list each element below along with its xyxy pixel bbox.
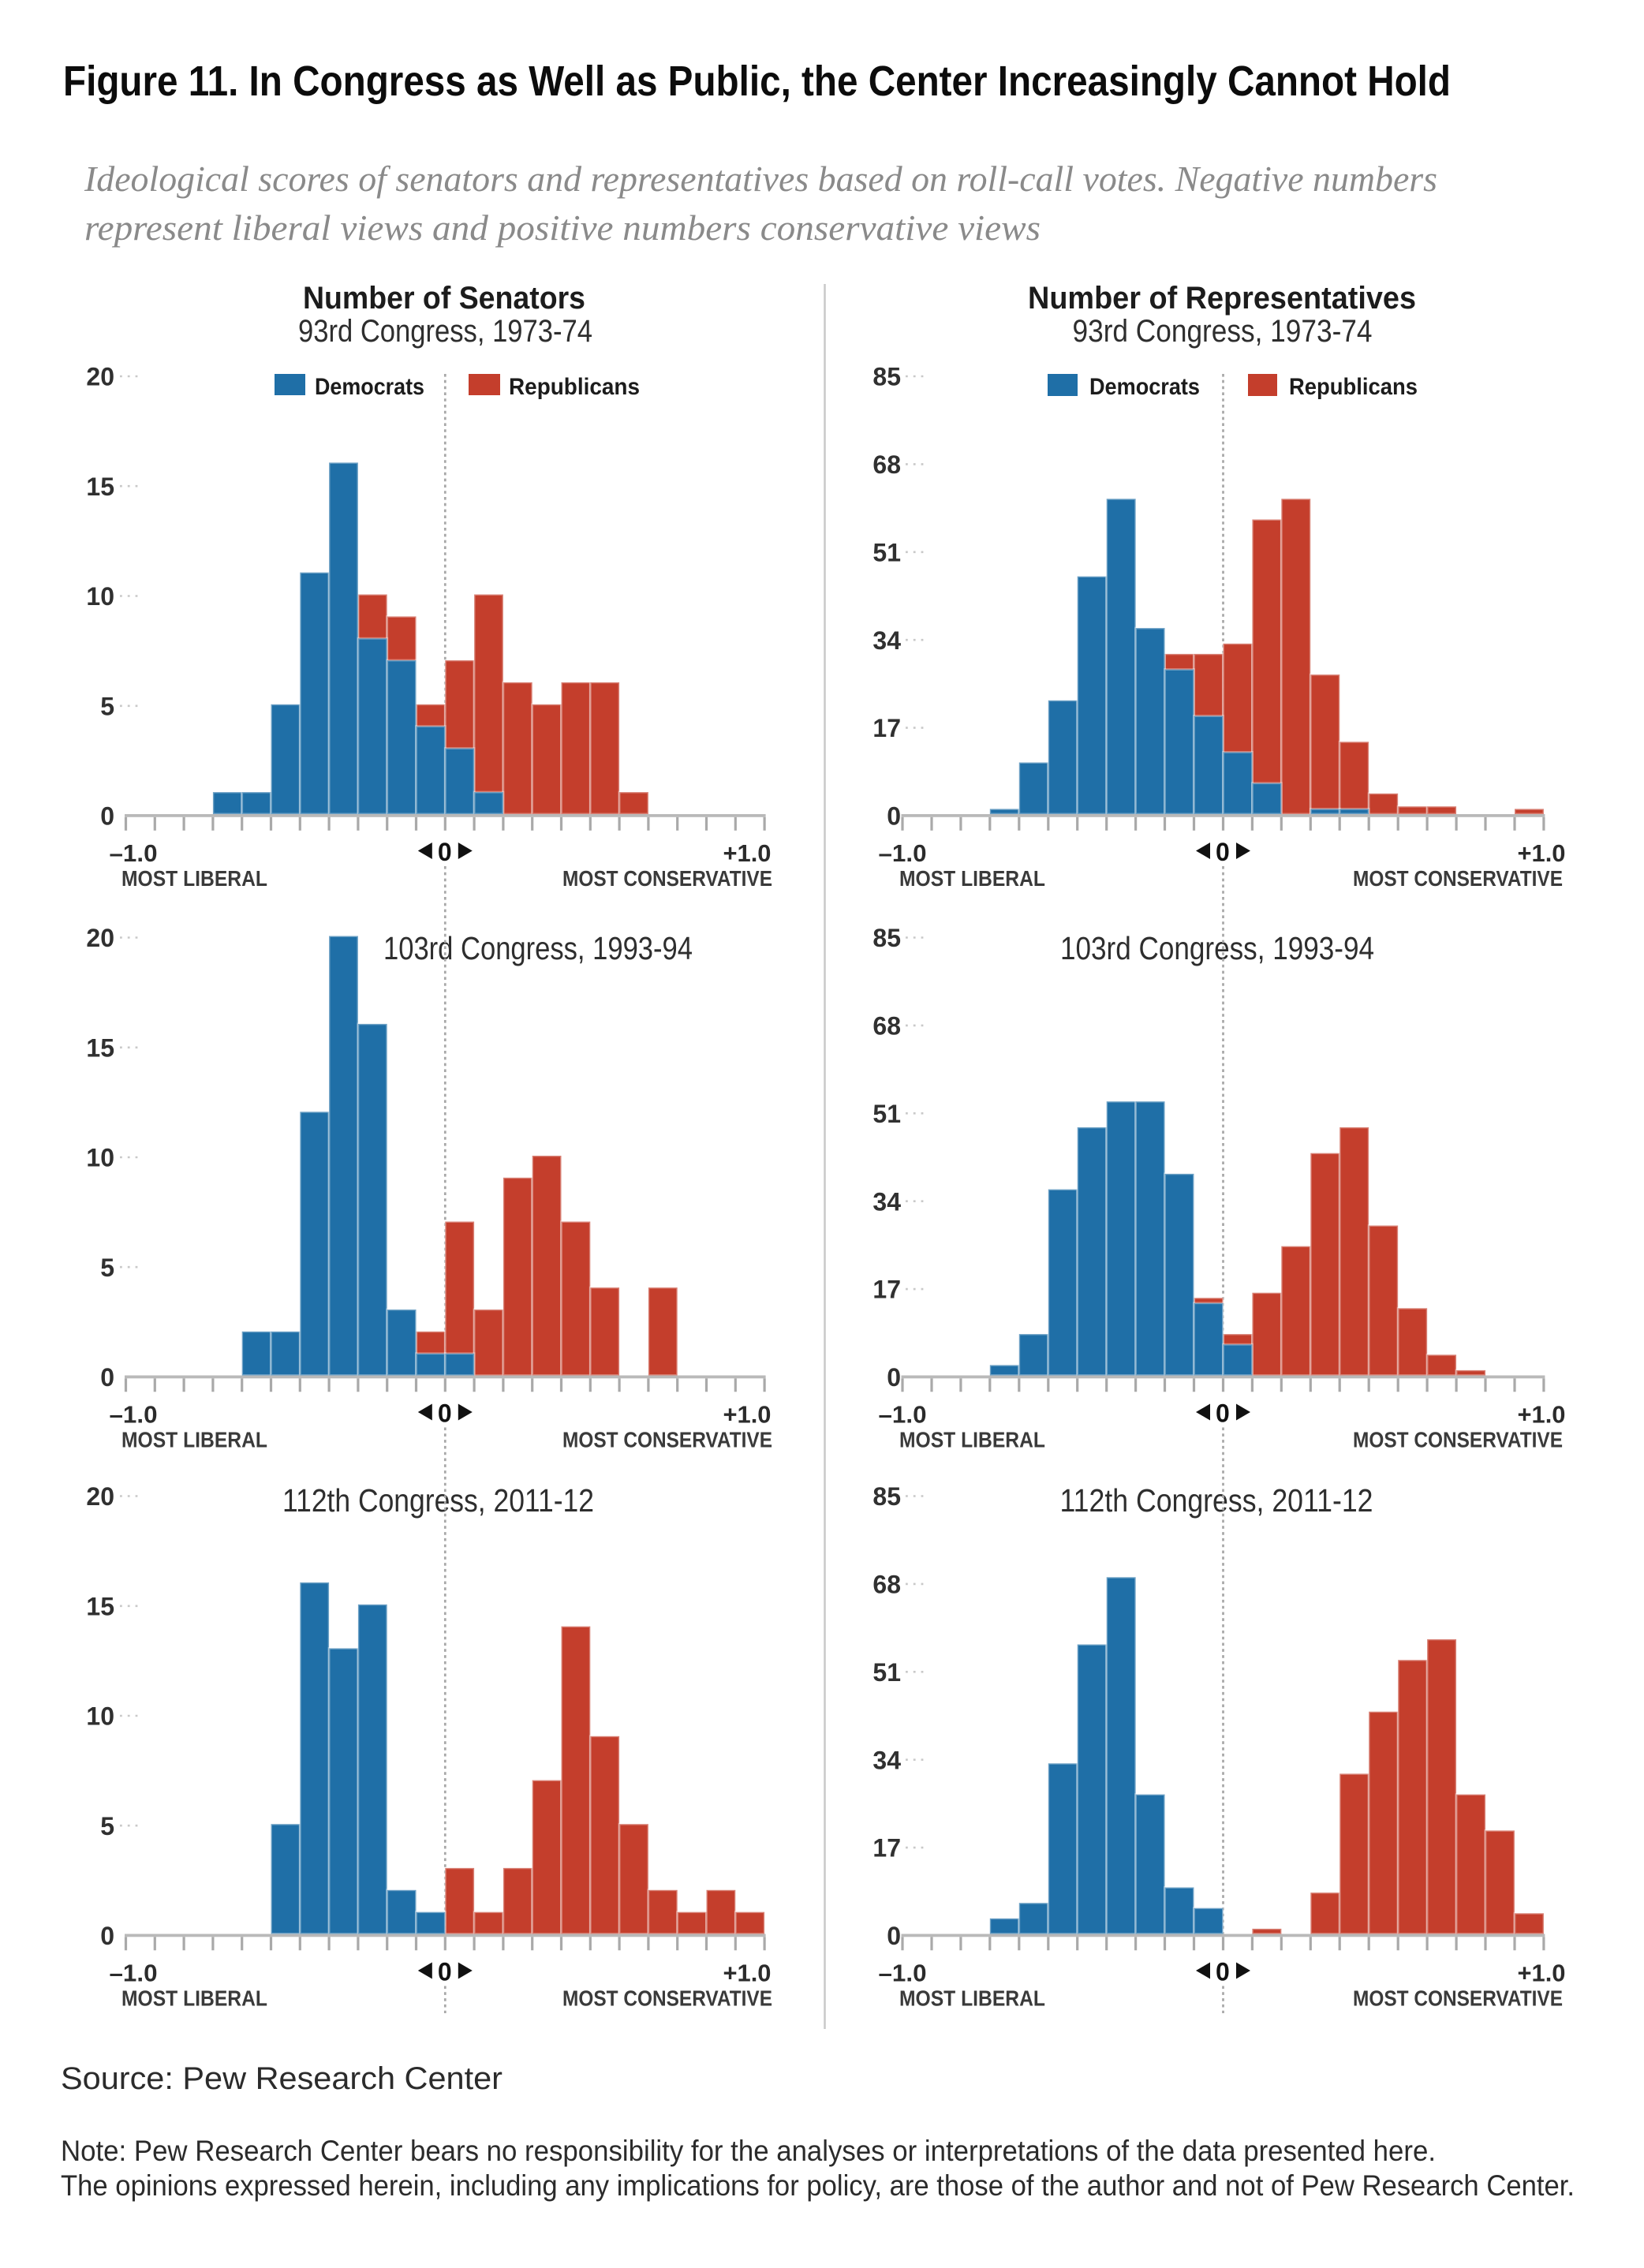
svg-text:0: 0 bbox=[887, 1363, 901, 1392]
svg-text:MOST LIBERAL: MOST LIBERAL bbox=[899, 1428, 1045, 1452]
svg-text:0: 0 bbox=[887, 1922, 901, 1950]
svg-text:34: 34 bbox=[872, 626, 901, 655]
svg-text:+1.0: +1.0 bbox=[723, 839, 772, 867]
svg-text:MOST CONSERVATIVE: MOST CONSERVATIVE bbox=[562, 1428, 772, 1452]
svg-text:The opinions expressed herein,: The opinions expressed herein, including… bbox=[61, 2169, 1575, 2202]
svg-text:–1.0: –1.0 bbox=[879, 1960, 927, 1987]
svg-text:MOST CONSERVATIVE: MOST CONSERVATIVE bbox=[1353, 1986, 1563, 2011]
svg-text:MOST LIBERAL: MOST LIBERAL bbox=[121, 1428, 267, 1452]
svg-text:MOST LIBERAL: MOST LIBERAL bbox=[121, 1986, 267, 2011]
svg-text:0: 0 bbox=[100, 1922, 114, 1950]
svg-text:Ideological scores of senators: Ideological scores of senators and repre… bbox=[84, 159, 1437, 199]
svg-text:10: 10 bbox=[86, 1144, 114, 1172]
svg-text:17: 17 bbox=[872, 1834, 901, 1863]
svg-text:103rd Congress, 1993-94: 103rd Congress, 1993-94 bbox=[1060, 930, 1374, 966]
svg-text:0: 0 bbox=[438, 838, 452, 866]
svg-text:MOST LIBERAL: MOST LIBERAL bbox=[121, 866, 267, 891]
svg-text:17: 17 bbox=[872, 1276, 901, 1304]
svg-text:0: 0 bbox=[1216, 838, 1230, 866]
svg-text:MOST CONSERVATIVE: MOST CONSERVATIVE bbox=[562, 1986, 772, 2011]
svg-text:+1.0: +1.0 bbox=[1518, 1960, 1566, 1987]
svg-text:Number of Senators: Number of Senators bbox=[303, 281, 585, 316]
svg-text:Note: Pew Research Center bear: Note: Pew Research Center bears no respo… bbox=[61, 2135, 1436, 2167]
svg-text:Number of Representatives: Number of Representatives bbox=[1028, 281, 1416, 316]
svg-text:15: 15 bbox=[86, 473, 114, 501]
svg-text:5: 5 bbox=[100, 1254, 114, 1282]
svg-text:0: 0 bbox=[438, 1399, 452, 1428]
svg-text:85: 85 bbox=[872, 1482, 901, 1511]
svg-text:Democrats: Democrats bbox=[315, 374, 424, 400]
svg-text:85: 85 bbox=[872, 924, 901, 952]
svg-text:34: 34 bbox=[872, 1746, 901, 1774]
svg-text:93rd Congress, 1973-74: 93rd Congress, 1973-74 bbox=[298, 314, 592, 349]
svg-text:–1.0: –1.0 bbox=[879, 1401, 927, 1429]
svg-text:5: 5 bbox=[100, 692, 114, 720]
svg-text:0: 0 bbox=[438, 1958, 452, 1986]
svg-text:20: 20 bbox=[86, 1482, 114, 1511]
svg-text:+1.0: +1.0 bbox=[1518, 839, 1566, 867]
svg-text:93rd Congress, 1973-74: 93rd Congress, 1973-74 bbox=[1073, 314, 1373, 349]
svg-text:51: 51 bbox=[872, 1658, 901, 1687]
svg-text:68: 68 bbox=[872, 1011, 901, 1040]
svg-text:0: 0 bbox=[100, 1363, 114, 1392]
svg-text:68: 68 bbox=[872, 450, 901, 479]
svg-text:20: 20 bbox=[86, 363, 114, 391]
svg-text:MOST CONSERVATIVE: MOST CONSERVATIVE bbox=[1353, 1428, 1563, 1452]
svg-text:51: 51 bbox=[872, 538, 901, 566]
svg-text:–1.0: –1.0 bbox=[110, 1401, 158, 1429]
svg-text:5: 5 bbox=[100, 1812, 114, 1840]
svg-text:Source: Pew Research Center: Source: Pew Research Center bbox=[61, 2061, 503, 2096]
svg-text:–1.0: –1.0 bbox=[879, 839, 927, 867]
svg-text:103rd Congress, 1993-94: 103rd Congress, 1993-94 bbox=[383, 930, 693, 966]
svg-text:10: 10 bbox=[86, 582, 114, 611]
svg-text:+1.0: +1.0 bbox=[723, 1960, 772, 1987]
svg-text:10: 10 bbox=[86, 1702, 114, 1731]
svg-text:34: 34 bbox=[872, 1187, 901, 1216]
svg-text:MOST LIBERAL: MOST LIBERAL bbox=[899, 1986, 1045, 2011]
svg-text:112th Congress, 2011-12: 112th Congress, 2011-12 bbox=[282, 1482, 594, 1519]
svg-text:Republicans: Republicans bbox=[1289, 374, 1418, 400]
svg-text:–1.0: –1.0 bbox=[110, 1960, 158, 1987]
svg-text:MOST LIBERAL: MOST LIBERAL bbox=[899, 866, 1045, 891]
svg-text:85: 85 bbox=[872, 363, 901, 391]
svg-text:0: 0 bbox=[1216, 1399, 1230, 1428]
svg-text:–1.0: –1.0 bbox=[110, 839, 158, 867]
svg-text:MOST CONSERVATIVE: MOST CONSERVATIVE bbox=[562, 866, 772, 891]
svg-text:20: 20 bbox=[86, 924, 114, 952]
svg-text:15: 15 bbox=[86, 1033, 114, 1062]
svg-text:0: 0 bbox=[887, 802, 901, 831]
svg-text:MOST CONSERVATIVE: MOST CONSERVATIVE bbox=[1353, 866, 1563, 891]
svg-text:represent liberal views and po: represent liberal views and positive num… bbox=[84, 207, 1041, 248]
svg-text:+1.0: +1.0 bbox=[1518, 1401, 1566, 1429]
svg-text:0: 0 bbox=[1216, 1958, 1230, 1986]
svg-text:51: 51 bbox=[872, 1100, 901, 1128]
svg-text:68: 68 bbox=[872, 1570, 901, 1598]
svg-text:0: 0 bbox=[100, 802, 114, 831]
svg-text:15: 15 bbox=[86, 1592, 114, 1620]
svg-text:Democrats: Democrats bbox=[1089, 374, 1200, 400]
svg-text:17: 17 bbox=[872, 714, 901, 742]
svg-text:+1.0: +1.0 bbox=[723, 1401, 772, 1429]
svg-text:Figure 11. In Congress as Well: Figure 11. In Congress as Well as Public… bbox=[63, 58, 1451, 105]
svg-text:112th Congress, 2011-12: 112th Congress, 2011-12 bbox=[1060, 1482, 1373, 1519]
svg-text:Republicans: Republicans bbox=[509, 374, 640, 400]
